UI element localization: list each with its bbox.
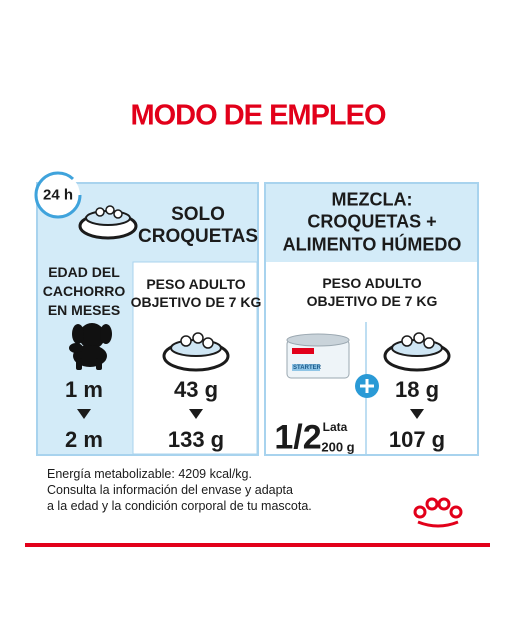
amount: 43 g — [173, 377, 219, 402]
bowl-icon — [162, 332, 230, 372]
footer-line: a la edad y la condición corporal de tu … — [47, 499, 312, 513]
bowl-icon — [383, 332, 451, 372]
header: CROQUETAS — [138, 226, 258, 247]
label: EDAD DEL — [48, 264, 120, 280]
puppy-icon — [69, 323, 112, 370]
age: 1 m — [65, 377, 103, 402]
age: 2 m — [65, 427, 103, 452]
red-rule — [25, 543, 490, 547]
bowl-icon — [78, 205, 138, 240]
fraction: 1/2 — [274, 418, 322, 457]
arrow-down — [189, 409, 203, 419]
left-inner-border — [132, 261, 258, 455]
label: PESO ADULTO — [146, 276, 246, 292]
amount: 107 g — [388, 427, 446, 452]
arrow-down — [77, 409, 91, 419]
header: SOLO — [171, 204, 225, 225]
footer-line: Energía metabolizable: 4209 kcal/kg. — [47, 467, 252, 481]
label: EN MESES — [47, 302, 121, 318]
footer-line: Consulta la información del envase y ada… — [47, 483, 293, 497]
logo-crown — [413, 497, 463, 528]
can-weight: 200 g — [321, 439, 355, 455]
label: OBJETIVO DE 7 KG — [306, 293, 438, 309]
can-text: STARTER — [293, 365, 321, 371]
right-header-bg — [266, 184, 477, 262]
label: CACHORRO — [42, 283, 126, 299]
label: PESO ADULTO — [322, 275, 422, 291]
header: ALIMENTO HÚMEDO — [282, 234, 462, 255]
amount: 133 g — [167, 427, 225, 452]
can-unit: Lata — [322, 420, 348, 434]
header: CROQUETAS + — [307, 211, 437, 232]
can-icon — [286, 333, 350, 379]
arrow-down — [410, 409, 424, 419]
label: OBJETIVO DE 7 KG — [130, 294, 262, 310]
title: MODO DE EMPLEO — [130, 99, 386, 132]
timer-label: 24 h — [42, 186, 74, 204]
amount: 18 g — [394, 377, 440, 402]
header: MEZCLA: — [331, 189, 413, 210]
plus-sign — [360, 379, 374, 393]
timer-icon — [34, 171, 82, 219]
